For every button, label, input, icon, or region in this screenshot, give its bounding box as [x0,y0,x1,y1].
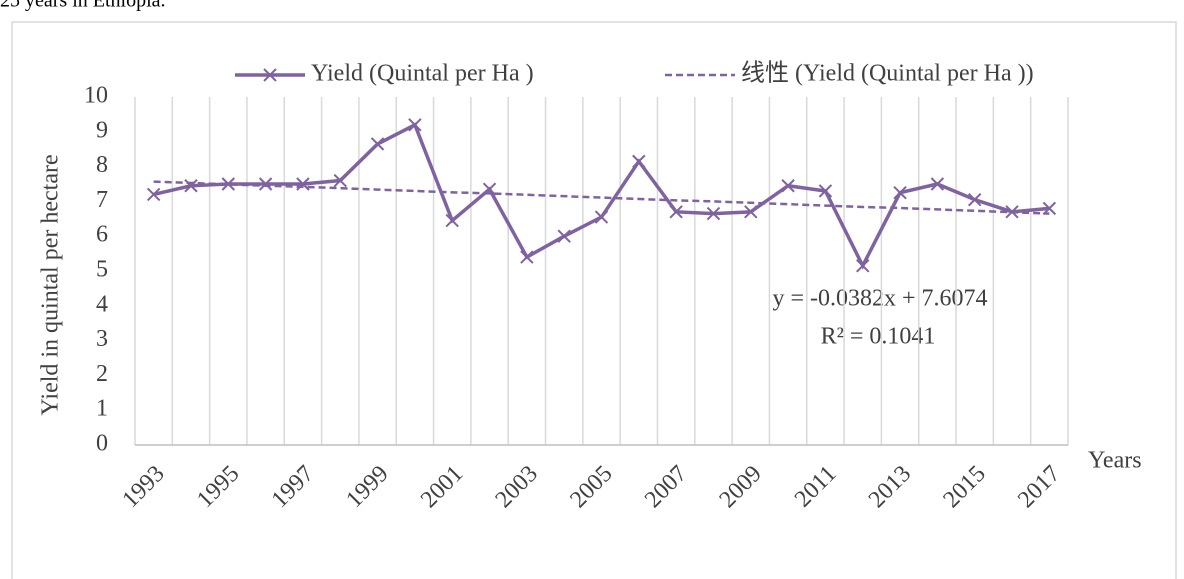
marker [296,177,310,191]
marker [146,187,161,202]
x-tick-label: 2009 [715,461,767,513]
x-tick-label: 1993 [117,461,169,513]
marker [632,154,646,169]
marker [408,118,422,132]
marker [557,229,571,243]
x-tick-label: 2015 [939,461,991,513]
x-tick-label: 1995 [192,461,244,513]
marker [263,68,277,82]
marker [333,173,347,188]
marker [520,250,534,264]
marker [706,206,721,221]
y-tick-label: 3 [96,326,108,352]
x-tick-label: 2005 [565,461,617,513]
x-tick-label: 2003 [491,461,543,513]
marker [594,210,609,224]
x-tick-label: 2007 [640,461,692,513]
marker [856,259,870,273]
marker [781,179,795,193]
marker [370,137,385,151]
y-tick-label: 1 [96,396,108,422]
data-line [153,122,1050,270]
x-tick-label: 2001 [416,461,468,513]
x-tick-label: 2017 [1013,461,1065,513]
legend-label: Yield (Quintal per Ha ) [311,61,534,87]
y-tick-label: 9 [96,117,108,143]
y-tick-label: 4 [96,291,108,317]
trend-equation: y = -0.0382x + 7.6074 [772,286,987,312]
x-tick-label: 2011 [790,461,842,513]
x-tick-label: 1997 [267,461,319,513]
y-tick-label: 5 [96,257,108,283]
y-axis-label: Yield in quintal per hectare [38,154,64,415]
marker [930,177,945,191]
caption: 25 years in Ethiopia. [0,0,166,12]
marker [744,205,758,219]
y-tick-label: 8 [96,152,108,178]
y-tick-label: 6 [96,222,108,248]
trend-r2: R² = 0.1041 [821,324,936,350]
x-tick-label: 1999 [341,461,393,513]
marker [818,184,833,198]
y-tick-label: 2 [96,361,108,387]
marker [445,213,459,228]
chart-frame [11,21,1177,579]
marker [258,177,273,191]
trend-line [153,180,1050,215]
x-tick-label: 2013 [864,461,916,513]
marker [893,185,907,200]
marker [221,177,236,191]
marker [967,192,982,207]
y-tick-label: 7 [96,187,108,213]
y-tick-label: 10 [84,83,108,109]
x-axis-label: Years [1088,448,1142,474]
legend-label: 线性 (Yield (Quintal per Ha )) [741,60,1034,87]
marker [669,205,683,219]
y-tick-label: 0 [96,431,108,457]
